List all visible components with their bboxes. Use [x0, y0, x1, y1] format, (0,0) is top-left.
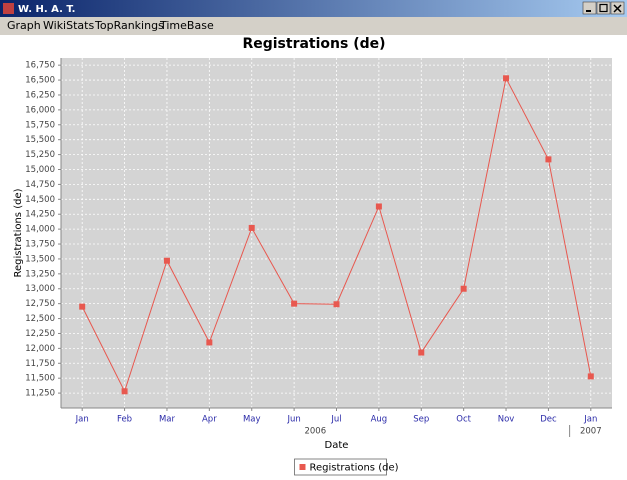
menu-item[interactable]: TimeBase [159, 19, 214, 32]
y-tick-label: 14,250 [25, 210, 55, 220]
x-tick-label: Jan [583, 415, 597, 425]
x-tick-label: Apr [202, 415, 217, 425]
data-point [418, 349, 425, 356]
data-point [121, 388, 128, 395]
y-tick-label: 14,750 [25, 180, 55, 190]
data-point [375, 203, 382, 210]
data-point [79, 303, 86, 310]
app-icon [3, 3, 14, 14]
y-tick-label: 16,000 [25, 105, 55, 115]
legend-box [294, 458, 387, 476]
maximize-button[interactable] [596, 1, 611, 15]
y-axis-label: Registrations (de) [13, 188, 24, 277]
y-tick-label: 14,000 [25, 225, 55, 235]
menu-item[interactable]: Graph [7, 19, 41, 32]
y-tick-label: 14,500 [25, 195, 55, 205]
x-tick-label: Sep [413, 415, 429, 425]
data-point [503, 75, 510, 82]
y-tick-label: 13,250 [25, 269, 55, 279]
x-tick-label: Nov [498, 415, 515, 425]
y-tick-label: 12,000 [25, 344, 55, 354]
y-tick-label: 11,750 [25, 359, 55, 369]
menu-item[interactable]: WikiStats [43, 19, 94, 32]
title-bar [0, 0, 627, 17]
x-tick-label: May [243, 415, 261, 425]
data-point [545, 156, 552, 163]
window-controls [582, 1, 625, 15]
chart-title: Registrations (de) [242, 36, 385, 52]
y-tick-label: 13,500 [25, 254, 55, 264]
menu-item[interactable]: TopRankings [94, 19, 164, 32]
data-point [587, 373, 594, 380]
close-icon [613, 4, 622, 13]
y-tick-label: 15,000 [25, 165, 55, 175]
y-tick-label: 15,500 [25, 135, 55, 145]
y-tick-label: 11,500 [25, 374, 55, 384]
x-tick-label: Jul [330, 415, 341, 425]
data-point [248, 224, 255, 231]
x-tick-label: Aug [371, 415, 388, 425]
legend-label: Registrations (de) [310, 463, 399, 474]
x-group-label: 2006 [304, 427, 326, 437]
x-tick-label: Jun [286, 415, 300, 425]
x-group-label: 2007 [580, 427, 602, 437]
y-tick-label: 15,250 [25, 150, 55, 160]
data-point [291, 300, 298, 307]
y-tick-label: 13,000 [25, 284, 55, 294]
y-tick-label: 16,750 [25, 61, 55, 71]
legend-marker [299, 464, 306, 470]
data-point [206, 339, 213, 346]
x-tick-label: Mar [159, 415, 176, 425]
x-axis-label: Date [325, 440, 349, 451]
x-tick-label: Dec [540, 415, 557, 425]
x-tick-label: Feb [117, 415, 132, 425]
x-tick-label: Oct [456, 415, 471, 425]
data-point [333, 301, 340, 308]
y-tick-label: 12,500 [25, 314, 55, 324]
minimize-button[interactable] [582, 1, 597, 15]
y-tick-label: 12,750 [25, 299, 55, 309]
y-tick-label: 16,250 [25, 90, 55, 100]
x-tick-label: Jan [75, 415, 89, 425]
y-tick-label: 11,250 [25, 389, 55, 399]
maximize-icon [599, 3, 608, 13]
y-tick-label: 13,750 [25, 240, 55, 250]
y-tick-label: 16,500 [25, 76, 55, 86]
data-point [163, 257, 170, 264]
y-tick-label: 12,250 [25, 329, 55, 339]
plot-area [61, 58, 612, 408]
data-point [460, 285, 467, 292]
y-tick-label: 15,750 [25, 120, 55, 130]
window-title: W. H. A. T. [18, 4, 75, 15]
